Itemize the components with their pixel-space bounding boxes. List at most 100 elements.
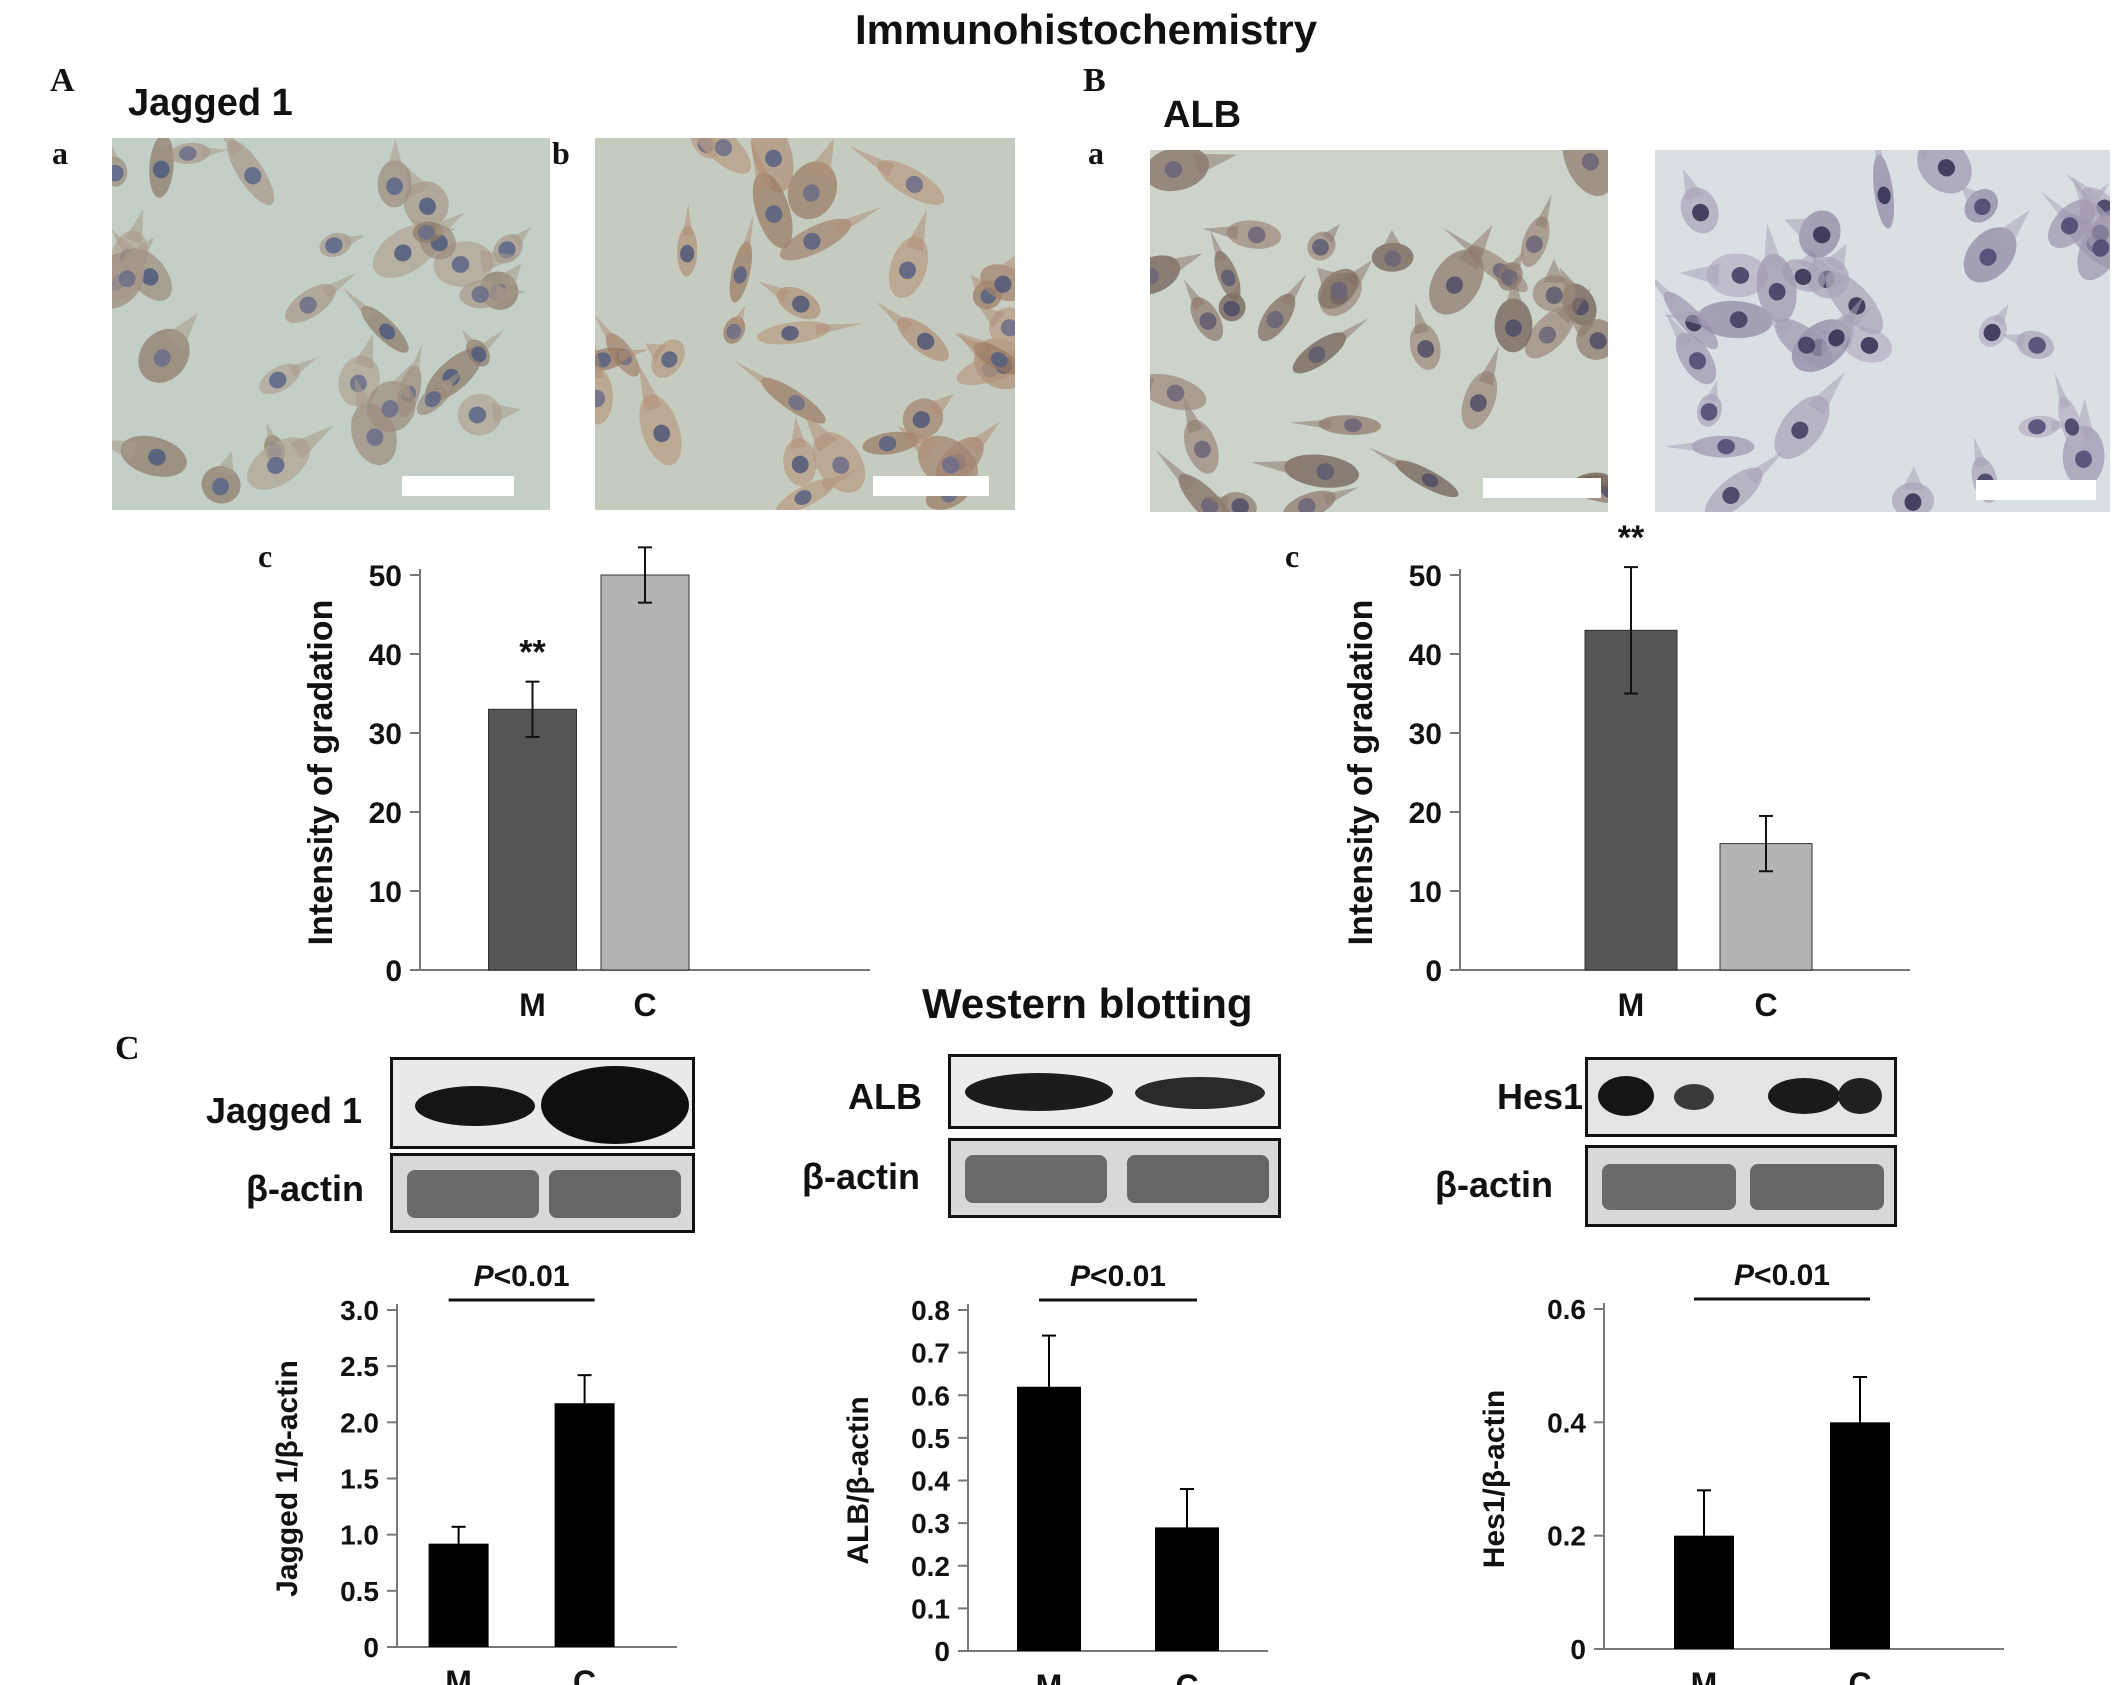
scale-bar <box>873 476 989 496</box>
cell-process <box>498 263 522 289</box>
y-tick-label: 0 <box>385 955 402 988</box>
cell <box>1461 345 1500 430</box>
category-label-M: M <box>445 1664 472 1685</box>
cell <box>1150 253 1203 296</box>
panel-b-sub-a: a <box>1088 135 1104 171</box>
cell-nucleus <box>1247 226 1266 244</box>
y-tick-label: 0.5 <box>911 1423 950 1454</box>
y-tick-label: 30 <box>1409 718 1442 751</box>
cell <box>462 329 490 367</box>
cell-process <box>353 334 374 369</box>
cell-process <box>1567 314 1595 340</box>
cell-process <box>1556 288 1592 324</box>
y-tick-label: 1.5 <box>340 1464 379 1495</box>
cell-process <box>1508 251 1524 272</box>
cell <box>638 363 682 466</box>
cell-process <box>1155 450 1196 491</box>
p-value-rest: <0.01 <box>1754 1259 1830 1292</box>
cell-nucleus <box>1525 235 1543 253</box>
cell-process <box>341 286 375 320</box>
ihc-title: Immunohistochemistry <box>855 6 1318 53</box>
y-tick-label: 2.0 <box>340 1407 379 1438</box>
cell-process <box>290 424 335 460</box>
cell-process <box>343 235 365 248</box>
cell-process <box>1209 229 1227 263</box>
cell <box>876 302 949 362</box>
cell-nucleus <box>1505 319 1522 337</box>
cell-nucleus <box>994 275 1012 293</box>
cell-process <box>215 451 234 478</box>
cell-process <box>387 362 413 398</box>
y-tick-label: 40 <box>369 639 402 672</box>
cell <box>1520 194 1552 267</box>
band-m <box>965 1155 1107 1203</box>
cell-nucleus <box>1538 326 1557 344</box>
blot-2-marker-label: ALB <box>848 1076 922 1117</box>
significance-stars: ** <box>519 634 546 672</box>
cell-process <box>1322 487 1359 506</box>
cell-process <box>905 209 927 252</box>
panel-b-sub-c: c <box>1285 538 1300 574</box>
cell <box>2048 183 2110 248</box>
scale-bar <box>402 476 514 496</box>
cell <box>457 393 522 436</box>
cell <box>1978 303 2009 347</box>
y-axis-label: Hes1/β-actin <box>1478 1390 1511 1568</box>
cell-process <box>808 138 835 179</box>
y-tick-label: 0.5 <box>340 1576 379 1607</box>
micrograph-alb-m <box>1150 150 1608 512</box>
bar-M <box>1674 1535 1734 1649</box>
y-tick-label: 0 <box>1570 1634 1586 1665</box>
y-tick-label: 10 <box>1409 876 1442 909</box>
cell-nucleus <box>1417 340 1435 358</box>
cell <box>1567 314 1608 360</box>
cell-process <box>2077 183 2110 217</box>
cell-nucleus <box>905 175 924 193</box>
p-value-italic: P <box>1070 1260 1091 1293</box>
cell-process <box>1663 441 1705 453</box>
cell-process <box>405 165 430 198</box>
cell <box>1697 379 1722 427</box>
category-label-M: M <box>1618 987 1645 1023</box>
cell-nucleus <box>1791 421 1809 439</box>
cell-process <box>479 250 521 273</box>
cell-nucleus <box>418 197 436 215</box>
y-tick-label: 0 <box>934 1636 950 1667</box>
micrograph-jagged1-m <box>112 138 550 510</box>
cell-process <box>1381 229 1403 249</box>
blot-1-control-label: β-actin <box>246 1168 364 1209</box>
cell <box>201 451 241 504</box>
cell-nucleus <box>802 184 820 202</box>
cell <box>1532 258 1576 312</box>
cell-process <box>1902 466 1924 490</box>
cell-nucleus <box>1983 323 2001 342</box>
bar-C <box>554 1403 615 1647</box>
cell-process <box>1280 274 1307 308</box>
cell <box>1150 373 1207 411</box>
cell-nucleus <box>765 205 783 223</box>
cell <box>1218 281 1246 322</box>
cell-process <box>1994 210 2030 248</box>
band-m <box>415 1086 535 1126</box>
cell-nucleus <box>680 244 695 263</box>
cell-nucleus <box>1688 352 1707 370</box>
cell <box>1751 302 1833 368</box>
cell-process <box>1331 318 1369 347</box>
cell <box>595 341 613 425</box>
cell-nucleus <box>714 139 733 157</box>
bar-C <box>1155 1527 1219 1651</box>
chart-svg: 0 10 20 30 40 50 Intensity of gradation M ** C <box>302 546 870 1023</box>
cell-nucleus <box>661 351 678 368</box>
cell-nucleus <box>899 261 916 279</box>
cell <box>2000 330 2054 359</box>
cell-nucleus <box>733 266 747 284</box>
cell-nucleus <box>1469 394 1487 412</box>
cell-nucleus <box>2064 418 2080 436</box>
cell <box>149 138 174 198</box>
cell-process <box>953 332 986 355</box>
category-label-C: C <box>1754 987 1777 1023</box>
cell-process <box>1841 295 1865 327</box>
cell-process <box>1193 153 1238 175</box>
bar-M <box>488 708 577 971</box>
cell <box>1891 466 1935 512</box>
